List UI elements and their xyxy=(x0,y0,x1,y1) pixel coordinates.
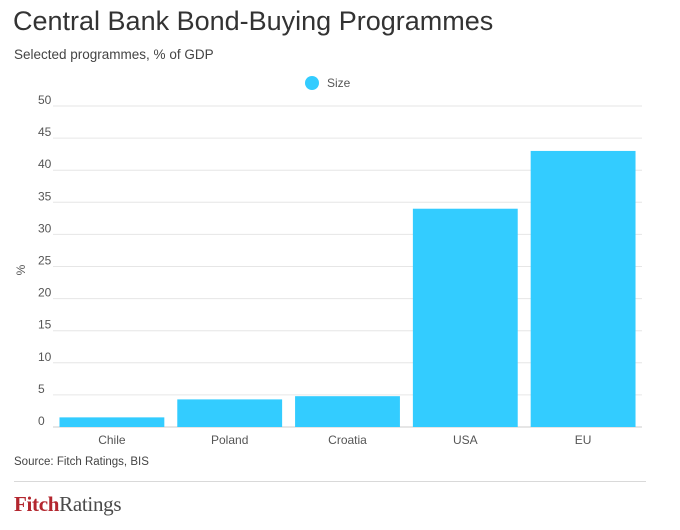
y-tick-label: 45 xyxy=(38,125,52,139)
page-subtitle: Selected programmes, % of GDP xyxy=(14,47,214,62)
brand-logo-part2: Ratings xyxy=(59,492,122,516)
bar xyxy=(177,399,283,427)
y-tick-label: 35 xyxy=(38,189,52,203)
bar xyxy=(412,208,518,427)
y-tick-label: 40 xyxy=(38,157,52,171)
y-tick-label: 50 xyxy=(38,93,52,107)
bar xyxy=(295,396,400,427)
x-tick-label: EU xyxy=(575,433,592,447)
bar xyxy=(530,150,636,427)
legend-label: Size xyxy=(327,76,351,90)
y-tick-label: 5 xyxy=(38,382,45,396)
x-tick-label: Croatia xyxy=(328,433,367,447)
y-tick-label: 0 xyxy=(38,414,45,428)
source-note: Source: Fitch Ratings, BIS xyxy=(14,456,149,468)
y-tick-label: 30 xyxy=(38,221,52,235)
y-tick-label: 10 xyxy=(38,350,52,364)
y-tick-label: 25 xyxy=(38,254,52,268)
brand-logo: FitchRatings xyxy=(14,492,122,517)
x-tick-label: Chile xyxy=(98,433,126,447)
x-tick-label: Poland xyxy=(211,433,248,447)
brand-logo-part1: Fitch xyxy=(14,492,60,516)
page-title: Central Bank Bond-Buying Programmes xyxy=(13,6,494,36)
y-tick-label: 15 xyxy=(38,318,52,332)
footer-divider xyxy=(14,481,646,482)
legend-swatch xyxy=(305,76,319,90)
y-axis-label: % xyxy=(14,264,28,275)
bar xyxy=(59,417,165,427)
x-tick-label: USA xyxy=(453,433,478,447)
y-tick-label: 20 xyxy=(38,286,52,300)
